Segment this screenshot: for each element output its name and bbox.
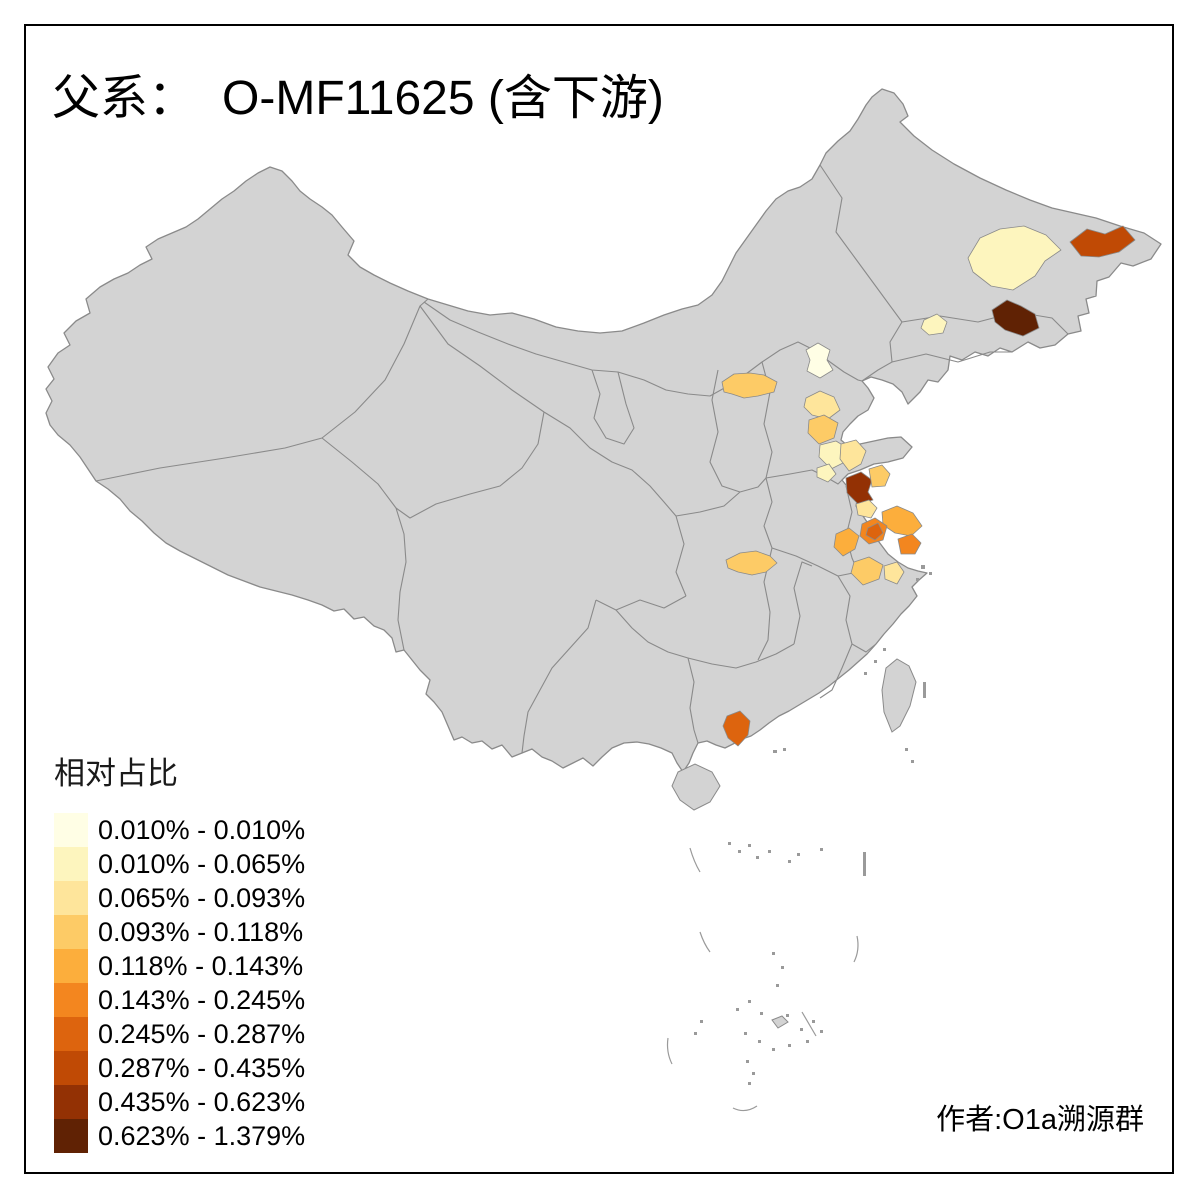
region-zhejiang-north [850,556,884,586]
region-jilin-south [991,299,1040,337]
legend-label: 0.093% - 0.118% [98,916,304,947]
legend-swatch [54,1119,88,1153]
region-hebei-south [807,414,839,445]
legend-swatch [54,983,88,1017]
highlighted-prefectures [721,225,1136,747]
legend-item: 0.143% - 0.245% [54,983,305,1017]
legend-swatch [54,847,88,881]
region-shandong-west [816,463,837,483]
region-hebei-central [803,390,841,420]
region-jiangsu-northeast [868,464,891,488]
legend-label: 0.245% - 0.287% [98,1018,306,1049]
legend-swatch [54,915,88,949]
legend-item: 0.245% - 0.287% [54,1017,305,1051]
province-boundaries [95,164,1069,754]
taiwan-island [881,658,917,733]
legend-label: 0.435% - 0.623% [98,1086,306,1117]
legend-label: 0.065% - 0.093% [98,882,306,913]
region-heilongjiang-central [967,225,1062,291]
legend-item: 0.287% - 0.435% [54,1051,305,1085]
islands [666,565,932,1112]
region-beijing [805,342,834,379]
legend-label: 0.623% - 1.379% [98,1120,306,1151]
legend-swatch [54,881,88,915]
legend-item: 0.065% - 0.093% [54,881,305,915]
legend-item: 0.010% - 0.010% [54,813,305,847]
region-shanxi-north [721,372,778,399]
legend-swatch [54,1017,88,1051]
south-china-sea-islands [666,842,866,1112]
title-main: O-MF11625 (含下游) [222,72,664,125]
page-title: 父系： O-MF11625 (含下游) [52,58,664,128]
legend-label: 0.118% - 0.143% [98,950,304,981]
region-jiangsu-southeast [897,533,922,555]
region-guangdong-delta-west [722,710,751,747]
region-nanjing-core [865,522,884,541]
region-heilongjiang-east [1069,225,1136,258]
attribution-text: 作者:O1a溯源群 [936,1104,1144,1136]
region-jiangsu-middle [881,505,923,537]
coastal-islets [773,565,932,763]
region-zhejiang-east [883,561,905,585]
region-shandong-central [839,439,867,472]
legend-label: 0.010% - 0.010% [98,814,306,845]
title-prefix: 父系： [52,72,197,125]
legend-item: 0.435% - 0.623% [54,1085,305,1119]
region-liaoning-central [920,313,948,336]
legend-label: 0.010% - 0.065% [98,848,306,879]
region-jiangsu-xuzhou [845,471,874,505]
region-anhui-hefei [833,527,860,557]
legend-swatch [54,1085,88,1119]
region-jiangsu-suqian [855,499,878,519]
legend-swatch [54,949,88,983]
legend-item: 0.093% - 0.118% [54,915,305,949]
legend-item: 0.010% - 0.065% [54,847,305,881]
legend-label: 0.143% - 0.245% [98,984,306,1015]
legend: 相对占比 0.010% - 0.010% 0.010% - 0.065% 0.0… [54,748,305,1153]
china-mainland [45,88,1162,773]
legend-title: 相对占比 [54,756,178,791]
legend-item: 0.623% - 1.379% [54,1119,305,1153]
legend-swatch [54,813,88,847]
region-hubei-southwest [725,550,778,576]
hainan-island [671,763,721,811]
legend-label: 0.287% - 0.435% [98,1052,306,1083]
legend-item: 0.118% - 0.143% [54,949,305,983]
legend-swatch [54,1051,88,1085]
